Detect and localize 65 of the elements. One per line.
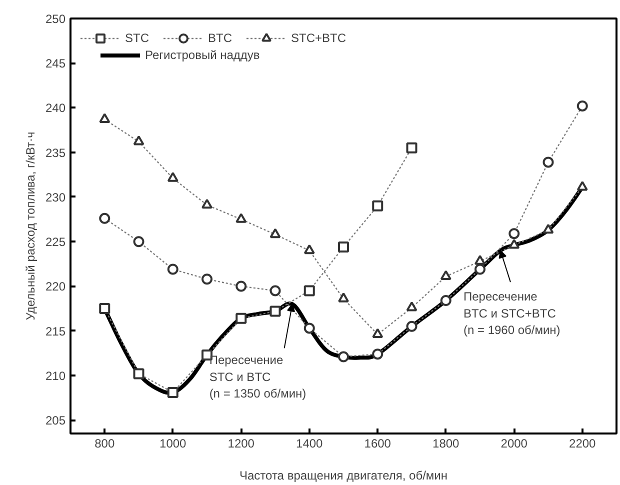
legend-label: Регистровый наддув [145,48,260,62]
point [270,228,281,238]
point [474,264,486,275]
point [133,368,144,380]
y-tick-label: 225 [45,235,66,250]
y-tick-label: 230 [45,190,66,204]
x-axis-title: Частота вращения двигателя, об/мин [240,468,448,482]
point [167,172,178,182]
point [133,135,144,146]
point [236,312,247,324]
point [236,280,247,292]
y-tick-label: 205 [45,414,66,428]
point [372,328,384,338]
x-tick-label: 1800 [432,436,460,450]
point [338,241,349,252]
point [202,198,212,209]
point [576,100,588,112]
point [406,142,418,154]
point [270,285,281,296]
point [167,264,178,275]
point [372,200,384,212]
point [440,295,452,306]
point [474,255,486,265]
y-tick-label: 210 [45,368,66,383]
point [167,386,178,398]
x-tick-label: 2200 [569,436,596,450]
legend-label: BTC [208,31,232,45]
point [542,156,554,168]
point [202,274,212,285]
y-tick-label: 245 [45,56,66,71]
point [338,351,349,362]
point [99,303,110,314]
x-tick-label: 1000 [160,436,187,450]
point [508,238,520,249]
legend-label: STC+BTC [291,31,346,45]
annotation: Пересечение STC и BTC (n = 1350 об/мин) [209,353,306,401]
x-tick-label: 1200 [228,436,255,450]
x-tick-label: 1400 [296,436,324,450]
y-tick-label: 215 [45,324,66,338]
y-tick-label: 240 [45,101,66,116]
point [304,244,315,254]
legend-label: STC [125,31,149,45]
x-tick-label: 1600 [364,436,392,450]
point [304,285,315,296]
point [406,320,418,332]
point [99,212,110,224]
point [270,306,281,317]
y-tick-label: 220 [45,280,66,294]
point [440,270,452,280]
point [99,113,110,123]
y-tick-label: 235 [45,146,66,160]
annotation: Пересечение BTC и STC+BTC (n = 1960 об/мин) [463,290,560,338]
point [576,180,588,191]
x-tick-label: 2000 [500,436,528,450]
point [372,348,384,360]
point [304,322,315,334]
point [236,213,247,223]
point [133,236,144,248]
point [508,228,520,240]
point [338,292,349,302]
y-axis-title: Удельный расход топлива, г/кВт·ч [23,132,38,320]
x-tick-label: 800 [94,436,115,450]
point [406,301,418,312]
point [542,224,554,234]
y-tick-label: 250 [45,12,66,26]
